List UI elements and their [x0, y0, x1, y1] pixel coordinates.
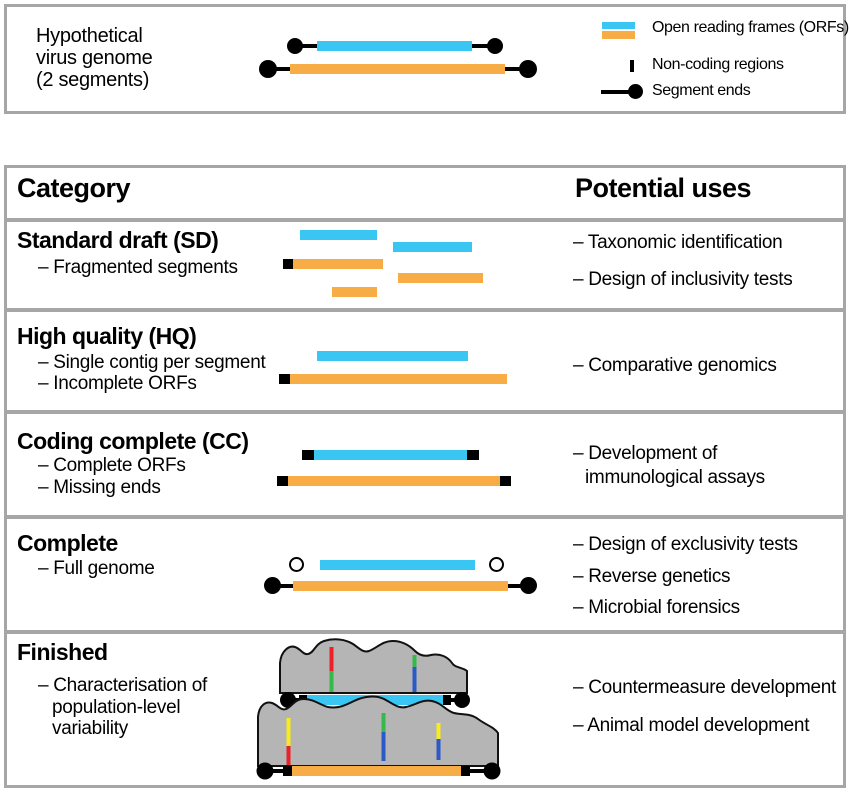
- variant-tick: [286, 746, 291, 765]
- variant-tick: [286, 718, 291, 746]
- row-use: – Comparative genomics: [573, 355, 777, 376]
- separator: [4, 410, 846, 414]
- noncoding-cap: [279, 374, 290, 384]
- contig: [314, 450, 467, 460]
- variant-tick: [412, 667, 417, 692]
- row-sub: – Single contig per segment: [38, 352, 266, 373]
- row-use: – Design of exclusivity tests: [573, 534, 798, 555]
- legend-orf-orange-swatch: [602, 31, 635, 39]
- banner-title-line2: virus genome: [36, 47, 153, 69]
- legend-noncoding-label: Non-coding regions: [652, 56, 784, 73]
- legend-noncoding-tick-icon: [630, 60, 634, 72]
- noncoding-cap: [443, 695, 451, 705]
- segment-end-circle: [259, 60, 277, 78]
- contig-fragment: [398, 273, 483, 283]
- banner-title-line1: Hypothetical: [36, 25, 143, 47]
- large-segment-orf: [290, 64, 505, 74]
- noncoding-cap: [277, 476, 288, 486]
- variant-tick: [329, 647, 334, 671]
- variant-tick: [436, 723, 441, 739]
- row-title-high-quality: High quality (HQ): [17, 323, 197, 349]
- column-header-uses: Potential uses: [575, 173, 752, 203]
- separator: [4, 218, 846, 222]
- coverage-variability-graphic: [256, 638, 501, 780]
- row-use: – Reverse genetics: [573, 566, 731, 587]
- separator: [4, 308, 846, 312]
- segment-end-open-circle: [489, 557, 504, 572]
- legend-segment-end-circle-icon: [628, 84, 643, 99]
- variant-tick: [436, 739, 441, 760]
- legend-orf-label: Open reading frames (ORFs): [652, 19, 849, 36]
- coverage-blob-small: [279, 638, 468, 694]
- row-use: – Taxonomic identification: [573, 232, 783, 253]
- row-sub: – Characterisation of: [38, 675, 208, 696]
- row-sub: – Full genome: [38, 558, 155, 579]
- contig-fragment: [393, 242, 472, 252]
- segment-end-circle: [454, 692, 470, 708]
- segment-end-circle: [483, 762, 501, 780]
- segment-end-circle: [519, 60, 537, 78]
- contig: [293, 581, 508, 591]
- contig: [320, 560, 475, 570]
- segment-end-open-circle: [289, 557, 304, 572]
- segment-end-circle: [264, 577, 281, 594]
- row-title-standard-draft: Standard draft (SD): [17, 227, 219, 253]
- noncoding-cap: [500, 476, 511, 486]
- row-use: – Microbial forensics: [573, 597, 740, 618]
- row-use: – Design of inclusivity tests: [573, 269, 793, 290]
- contig: [290, 374, 507, 384]
- noncoding-cap: [283, 766, 292, 776]
- segment-end-circle: [520, 577, 537, 594]
- row-title-finished: Finished: [17, 639, 108, 665]
- row-title-complete: Complete: [17, 530, 118, 556]
- row-sub: variability: [52, 718, 128, 739]
- noncoding-cap: [283, 259, 293, 269]
- variant-tick: [381, 713, 386, 732]
- contig-fragment: [293, 259, 383, 269]
- segment-end-circle: [487, 38, 503, 54]
- segment-end-circle: [256, 762, 274, 780]
- variant-tick: [381, 732, 386, 761]
- separator: [4, 515, 846, 519]
- contig: [292, 766, 461, 776]
- contig-fragment: [332, 287, 377, 297]
- row-use: – Countermeasure development: [573, 677, 837, 698]
- row-sub: population-level: [52, 697, 181, 718]
- variant-tick: [412, 655, 417, 667]
- noncoding-cap: [461, 766, 470, 776]
- table-box: [4, 165, 846, 788]
- row-sub: – Incomplete ORFs: [38, 373, 197, 394]
- separator: [4, 630, 846, 634]
- row-sub: – Complete ORFs: [38, 455, 186, 476]
- legend-segment-ends-label: Segment ends: [652, 82, 751, 99]
- variant-tick: [329, 671, 334, 692]
- noncoding-cap: [302, 450, 314, 460]
- noncoding-cap: [467, 450, 479, 460]
- row-use: immunological assays: [585, 467, 765, 488]
- small-segment-orf: [317, 41, 472, 51]
- row-sub: – Fragmented segments: [38, 257, 238, 278]
- contig: [317, 351, 468, 361]
- banner-title-line3: (2 segments): [36, 69, 150, 91]
- row-sub: – Missing ends: [38, 477, 161, 498]
- column-header-category: Category: [17, 173, 131, 203]
- banner-box: [4, 4, 846, 114]
- row-use: – Development of: [573, 443, 718, 464]
- contig: [288, 476, 500, 486]
- row-title-coding-complete: Coding complete (CC): [17, 428, 249, 454]
- legend-segment-end-line-icon: [601, 90, 629, 94]
- row-use: – Animal model development: [573, 715, 810, 736]
- legend-orf-blue-swatch: [602, 22, 635, 29]
- contig-fragment: [300, 230, 377, 240]
- segment-end-circle: [287, 38, 303, 54]
